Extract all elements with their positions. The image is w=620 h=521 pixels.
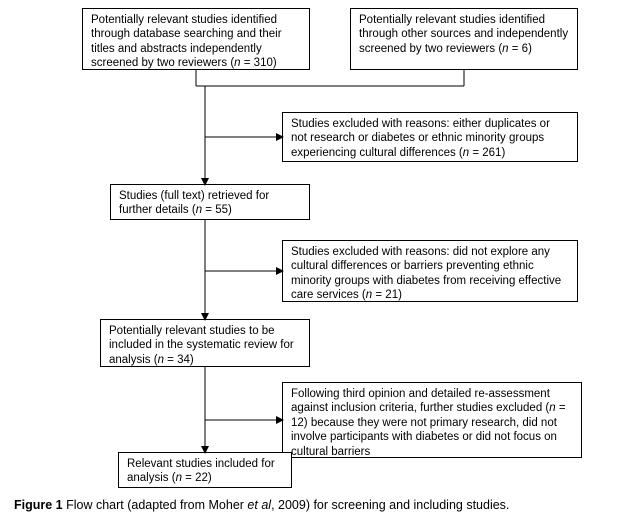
- box-sys-review-text: Potentially relevant studies to be inclu…: [109, 325, 294, 366]
- box-db-search: Potentially relevant studies identified …: [82, 8, 310, 70]
- box-excluded-1: Studies excluded with reasons: either du…: [282, 112, 578, 162]
- caption-before: Flow chart (adapted from Moher: [63, 498, 248, 512]
- box-other-sources-text: Potentially relevant studies identified …: [359, 14, 568, 55]
- caption-italic: et al: [247, 498, 271, 512]
- box-db-search-text: Potentially relevant studies identified …: [91, 14, 282, 69]
- box-fulltext: Studies (full text) retrieved for furthe…: [110, 184, 310, 220]
- box-excluded-2: Studies excluded with reasons: did not e…: [282, 240, 578, 302]
- flowchart-canvas: Potentially relevant studies identified …: [0, 0, 620, 521]
- box-fulltext-text: Studies (full text) retrieved for furthe…: [119, 190, 269, 216]
- box-excluded-1-text: Studies excluded with reasons: either du…: [291, 118, 550, 159]
- box-other-sources: Potentially relevant studies identified …: [350, 8, 578, 70]
- box-excluded-3: Following third opinion and detailed re-…: [282, 382, 582, 458]
- caption-after: , 2009) for screening and including stud…: [271, 498, 509, 512]
- box-included-text: Relevant studies included for analysis (…: [127, 458, 275, 484]
- box-excluded-3-text: Following third opinion and detailed re-…: [291, 388, 566, 458]
- box-excluded-2-text: Studies excluded with reasons: did not e…: [291, 246, 561, 301]
- box-sys-review: Potentially relevant studies to be inclu…: [100, 319, 310, 367]
- caption-label: Figure 1: [14, 498, 63, 512]
- figure-caption: Figure 1 Flow chart (adapted from Moher …: [14, 498, 509, 512]
- box-included: Relevant studies included for analysis (…: [118, 452, 292, 488]
